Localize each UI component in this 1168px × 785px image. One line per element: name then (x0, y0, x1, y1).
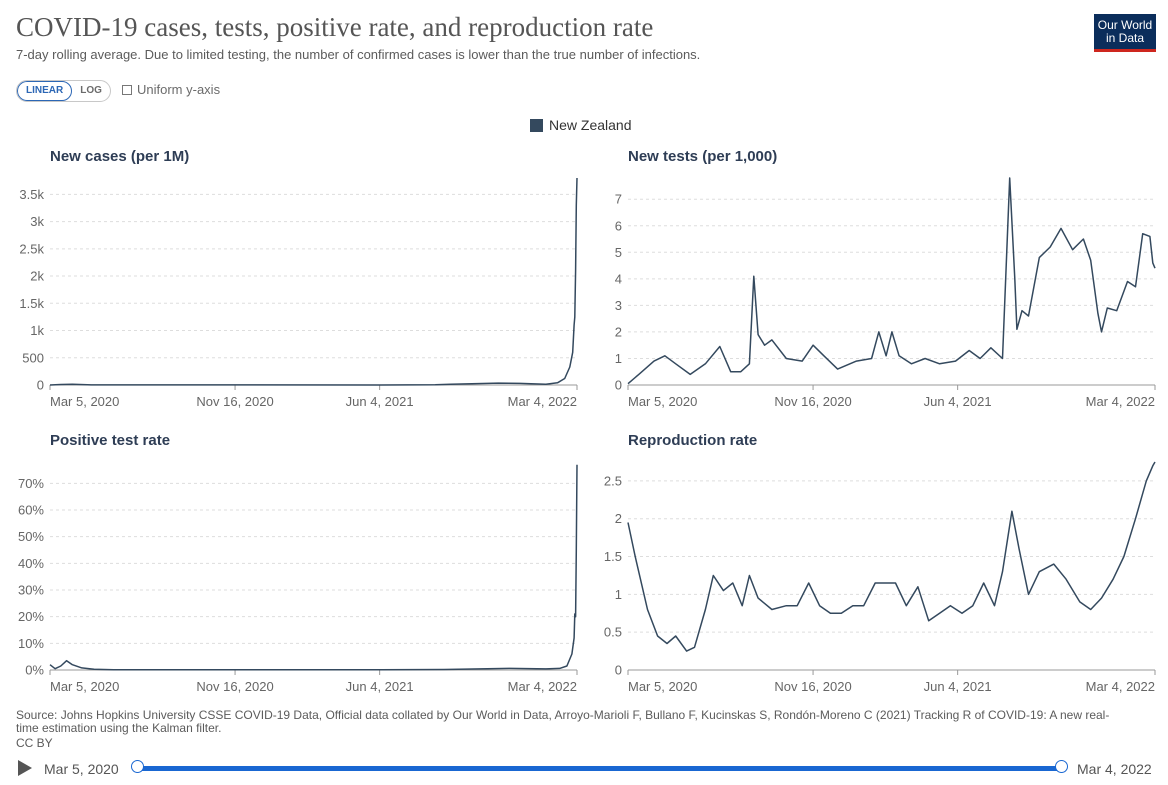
scale-toggle: LINEAR LOG (16, 80, 111, 102)
x-tick-label: Nov 16, 2020 (774, 679, 851, 694)
page-title: COVID-19 cases, tests, positive rate, an… (16, 12, 654, 42)
x-tick-label: Mar 4, 2022 (508, 679, 577, 694)
y-tick-label: 0% (25, 663, 44, 678)
series-line-new-zealand (49, 177, 578, 386)
chart-title-new-cases: New cases (per 1M) (50, 148, 190, 165)
x-tick-label: Mar 5, 2020 (50, 394, 119, 409)
chart-title-positive-rate: Positive test rate (50, 432, 171, 449)
page-subtitle: 7-day rolling average. Due to limited te… (16, 47, 701, 62)
series-line-new-zealand (49, 464, 578, 671)
y-tick-label: 10% (18, 636, 44, 651)
series-line-new-zealand (627, 461, 1156, 652)
y-tick-label: 500 (22, 350, 44, 365)
y-tick-label: 1.5 (604, 549, 622, 564)
x-tick-label: Nov 16, 2020 (774, 394, 851, 409)
y-tick-label: 3.5k (19, 187, 44, 202)
x-tick-label: Jun 4, 2021 (346, 679, 414, 694)
owid-logo[interactable]: Our World in Data (1094, 14, 1156, 52)
series-line-new-zealand (627, 177, 1156, 385)
log-button[interactable]: LOG (80, 85, 102, 96)
y-tick-label: 40% (18, 556, 44, 571)
y-tick-label: 7 (615, 192, 622, 207)
x-tick-label: Mar 5, 2020 (628, 679, 697, 694)
license-note[interactable]: CC BY (16, 736, 53, 750)
x-tick-label: Mar 5, 2020 (50, 679, 119, 694)
y-tick-label: 2 (615, 324, 622, 339)
y-tick-label: 3k (30, 214, 44, 229)
y-tick-label: 3 (615, 298, 622, 313)
source-note: Source: Johns Hopkins University CSSE CO… (16, 708, 1110, 735)
uniform-y-axis-label: Uniform y-axis (137, 82, 221, 97)
checkbox-icon[interactable] (122, 84, 132, 95)
y-tick-label: 30% (18, 583, 44, 598)
logo-line-2: in Data (1105, 31, 1145, 45)
timeline-track[interactable] (137, 766, 1061, 771)
y-tick-label: 0 (37, 378, 44, 393)
x-tick-label: Nov 16, 2020 (196, 394, 273, 409)
y-tick-label: 50% (18, 529, 44, 544)
x-tick-label: Mar 4, 2022 (508, 394, 577, 409)
timeline-end-date: Mar 4, 2022 (1077, 761, 1152, 777)
timeline-start-date: Mar 5, 2020 (44, 761, 119, 777)
legend-swatch (530, 118, 543, 132)
y-tick-label: 2k (30, 269, 44, 284)
play-icon[interactable] (18, 760, 32, 776)
y-tick-label: 20% (18, 609, 44, 624)
timeline-end-handle[interactable] (1055, 760, 1068, 773)
x-tick-label: Jun 4, 2021 (346, 394, 414, 409)
y-tick-label: 2.5 (604, 473, 622, 488)
x-tick-label: Jun 4, 2021 (924, 679, 992, 694)
linear-button[interactable]: LINEAR (17, 81, 73, 101)
chart-title-new-tests: New tests (per 1,000) (628, 148, 778, 165)
x-tick-label: Mar 5, 2020 (628, 394, 697, 409)
logo-line-1: Our World (1097, 18, 1153, 32)
y-tick-label: 0.5 (604, 625, 622, 640)
y-tick-label: 1 (615, 587, 622, 602)
y-tick-label: 0 (615, 663, 622, 678)
x-tick-label: Jun 4, 2021 (924, 394, 992, 409)
x-tick-label: Nov 16, 2020 (196, 679, 273, 694)
y-tick-label: 1 (615, 351, 622, 366)
y-tick-label: 70% (18, 476, 44, 491)
x-tick-label: Mar 4, 2022 (1086, 394, 1155, 409)
y-tick-label: 60% (18, 503, 44, 518)
y-tick-label: 1k (30, 323, 44, 338)
legend-label: New Zealand (549, 117, 632, 133)
x-tick-label: Mar 4, 2022 (1086, 679, 1155, 694)
y-tick-label: 2 (615, 511, 622, 526)
timeline: Mar 5, 2020 Mar 4, 2022 (0, 755, 1168, 783)
y-tick-label: 4 (615, 271, 622, 286)
y-tick-label: 1.5k (19, 296, 44, 311)
timeline-start-handle[interactable] (131, 760, 144, 773)
uniform-y-axis-toggle[interactable]: Uniform y-axis (122, 82, 220, 97)
chart-title-reproduction-rate: Reproduction rate (628, 432, 758, 449)
y-tick-label: 0 (615, 378, 622, 393)
y-tick-label: 6 (615, 218, 622, 233)
y-tick-label: 2.5k (19, 241, 44, 256)
legend[interactable]: New Zealand (530, 117, 632, 133)
y-tick-label: 5 (615, 245, 622, 260)
